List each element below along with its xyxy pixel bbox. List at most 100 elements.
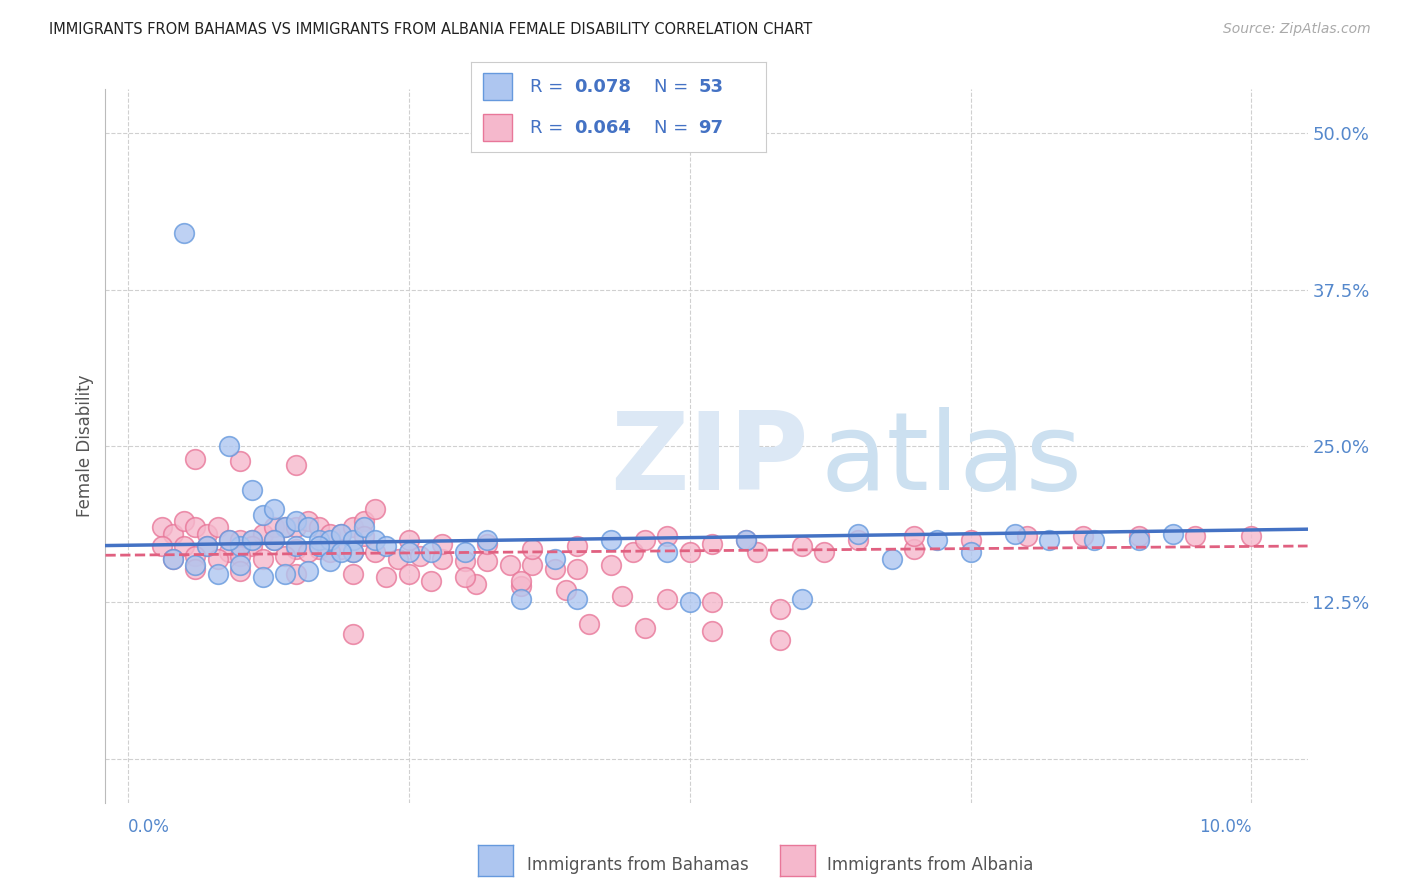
Point (274, 549, 297, 564)
Point (229, 454, 252, 468)
Point (342, 533, 364, 547)
Point (285, 566, 308, 581)
Point (700, 624, 723, 639)
Point (173, 226, 195, 240)
Point (522, 541, 544, 556)
Point (319, 526, 342, 541)
Point (263, 520, 285, 534)
Point (1038, 533, 1060, 547)
Point (959, 533, 981, 547)
Text: IMMIGRANTS FROM BAHAMAS VS IMMIGRANTS FROM ALBANIA FEMALE DISABILITY CORRELATION: IMMIGRANTS FROM BAHAMAS VS IMMIGRANTS FR… (49, 22, 813, 37)
Point (274, 520, 297, 534)
Point (734, 533, 756, 547)
Point (734, 533, 756, 547)
Point (903, 541, 925, 556)
Point (330, 526, 353, 541)
Point (184, 549, 207, 564)
Point (432, 536, 454, 550)
Point (1128, 529, 1150, 543)
Text: Immigrants from Bahamas: Immigrants from Bahamas (527, 856, 749, 874)
Point (790, 591, 813, 606)
Point (700, 595, 723, 609)
Point (240, 539, 263, 553)
Point (285, 539, 308, 553)
Point (274, 566, 297, 581)
Point (173, 514, 195, 528)
Point (364, 533, 387, 547)
Point (308, 520, 330, 534)
Text: ZIP: ZIP (610, 408, 808, 513)
Point (634, 621, 657, 635)
Point (522, 558, 544, 572)
Point (567, 591, 589, 606)
Point (623, 545, 645, 559)
Point (285, 514, 308, 528)
Point (959, 545, 981, 559)
Point (342, 545, 364, 559)
Point (454, 545, 477, 559)
Point (342, 520, 364, 534)
Point (252, 508, 274, 522)
Point (925, 533, 948, 547)
FancyBboxPatch shape (482, 114, 512, 141)
Point (1083, 533, 1105, 547)
Point (880, 551, 903, 566)
Point (465, 576, 488, 591)
Point (768, 633, 790, 648)
Point (353, 520, 375, 534)
Point (195, 526, 218, 541)
Point (813, 545, 835, 559)
Text: R =: R = (530, 119, 569, 136)
Point (567, 562, 589, 576)
Point (375, 539, 398, 553)
Point (903, 529, 925, 543)
Point (454, 554, 477, 568)
Point (263, 533, 285, 547)
Point (387, 551, 409, 566)
Point (184, 558, 207, 572)
Point (173, 539, 195, 553)
Text: atlas: atlas (821, 408, 1083, 513)
Point (342, 545, 364, 559)
Point (162, 551, 184, 566)
Point (364, 501, 387, 516)
Text: N =: N = (654, 119, 695, 136)
Point (207, 520, 229, 534)
Point (308, 541, 330, 556)
Point (398, 566, 420, 581)
Point (790, 539, 813, 553)
Point (657, 545, 679, 559)
Point (319, 533, 342, 547)
Point (218, 545, 240, 559)
Point (240, 533, 263, 547)
Point (409, 549, 432, 564)
Point (263, 533, 285, 547)
Point (184, 562, 207, 576)
Point (285, 458, 308, 472)
Point (420, 574, 443, 589)
Point (1015, 529, 1038, 543)
Point (207, 566, 229, 581)
Point (679, 545, 702, 559)
Point (420, 545, 443, 559)
Point (555, 582, 578, 597)
Point (454, 570, 477, 584)
Point (600, 558, 623, 572)
Text: 0.0%: 0.0% (128, 818, 170, 836)
Point (330, 541, 353, 556)
Point (285, 520, 308, 534)
Point (364, 545, 387, 559)
Point (846, 533, 869, 547)
Text: R =: R = (530, 78, 569, 95)
FancyBboxPatch shape (482, 73, 512, 100)
Point (218, 439, 240, 453)
Point (184, 451, 207, 466)
Point (308, 533, 330, 547)
Point (353, 514, 375, 528)
Point (195, 539, 218, 553)
Point (544, 562, 567, 576)
Point (700, 536, 723, 550)
Point (1071, 529, 1094, 543)
Point (499, 558, 522, 572)
Point (229, 539, 252, 553)
